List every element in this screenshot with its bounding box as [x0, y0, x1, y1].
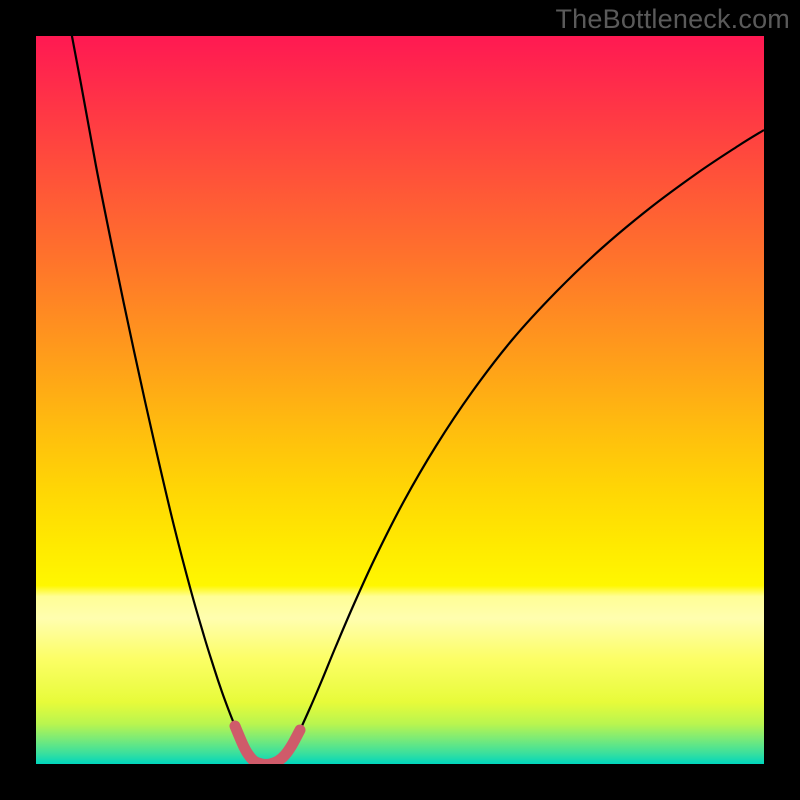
plot-area	[36, 36, 764, 764]
accent-u-curve	[235, 726, 300, 764]
watermark-text: TheBottleneck.com	[555, 4, 790, 35]
chart-container	[0, 0, 800, 800]
main-curve	[71, 36, 764, 764]
curve-layer	[36, 36, 764, 764]
